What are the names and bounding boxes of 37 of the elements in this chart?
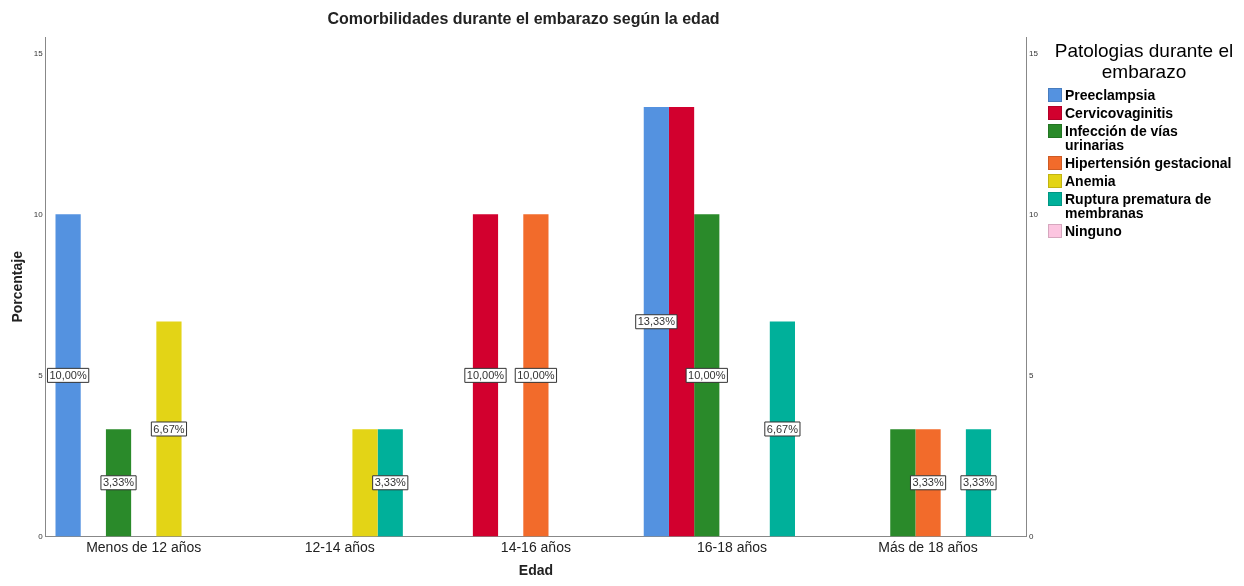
x-tick-label: 12-14 años — [304, 538, 375, 555]
y2-tick-label: 10 — [1029, 209, 1039, 219]
data-label: 3,33% — [962, 476, 995, 489]
y-tick-label: 0 — [38, 531, 44, 541]
data-label: 6,67% — [766, 422, 799, 435]
legend-label: Ruptura prematura de membranas — [1065, 191, 1213, 221]
y2-tick-label: 15 — [1029, 48, 1039, 58]
y-tick-label: 5 — [38, 370, 44, 380]
bar — [769, 321, 796, 537]
y-tick-label: 10 — [33, 209, 44, 219]
data-label: 6,67% — [153, 422, 185, 435]
legend-label: Infección de vías urinarias — [1065, 123, 1179, 153]
y2-tick-label: 0 — [1029, 531, 1035, 541]
bar — [156, 321, 182, 537]
data-label: 13,33% — [637, 315, 676, 328]
x-axis-title: Edad — [518, 562, 554, 579]
data-label: 10,00% — [466, 368, 505, 381]
y2-tick-label: 5 — [1029, 370, 1035, 380]
x-tick-label: 16-18 años — [696, 538, 768, 555]
y-tick-label: 15 — [33, 48, 44, 58]
data-label: 3,33% — [102, 476, 135, 489]
data-label: 3,33% — [912, 476, 944, 489]
x-tick-label: Menos de 12 años — [86, 538, 202, 555]
x-tick-label: 14-16 años — [500, 538, 571, 555]
legend-label: Cervicovaginitis — [1065, 105, 1174, 121]
data-label: 10,00% — [49, 368, 87, 381]
data-label: 3,33% — [374, 476, 407, 489]
legend-label: Preeclampsia — [1065, 87, 1156, 103]
legend-label: Anemia — [1065, 173, 1116, 189]
x-tick-label: Más de 18 años — [878, 538, 978, 555]
legend-label: Ninguno — [1065, 223, 1122, 239]
data-label: 10,00% — [688, 368, 726, 381]
chart-title: Comorbilidades durante el embarazo según la edad — [327, 10, 720, 28]
y-axis-title: Porcentaje — [9, 250, 26, 323]
legend-title: Patologias durante el embarazo — [1053, 40, 1235, 82]
legend-label: Hipertensión gestacional — [1065, 155, 1232, 171]
data-label: 10,00% — [517, 368, 555, 381]
